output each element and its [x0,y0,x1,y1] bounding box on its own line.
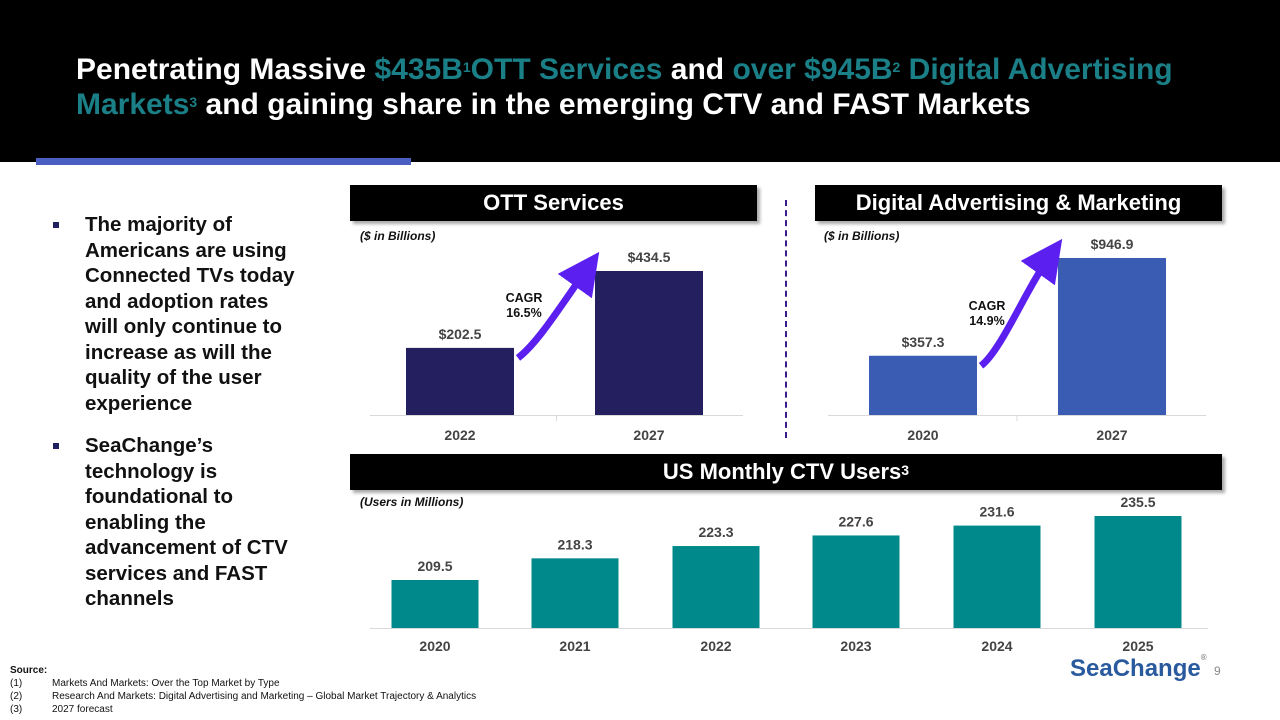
ott-unit-label: ($ in Billions) [360,229,436,243]
page-title: Penetrating Massive $435B1OTT Services a… [76,53,1173,121]
bullet-item: The majority of Americans are using Conn… [50,212,300,416]
chart-2-bar-2022 [672,546,760,628]
chart-1-category-label-2020: 2020 [907,427,938,443]
source-notes: Source: (1) Markets And Markets: Over the… [10,665,477,715]
chart-2-data-label-2022: 223.3 [698,524,733,540]
chart-1-cagr-value: 14.9% [969,314,1004,328]
panel-divider [785,200,787,438]
seachange-logo: SeaChange® [1070,653,1207,682]
digital-unit-label: ($ in Billions) [824,229,900,243]
bullet-square-icon [53,222,59,228]
chart-2-bar-2021 [531,558,619,628]
chart-2-category-label-2024: 2024 [981,638,1012,654]
ctv-unit-label: (Users in Millions) [360,495,464,509]
chart-2-data-label-2021: 218.3 [557,536,592,552]
accent-bar [36,158,411,165]
chart-2-data-label-2023: 227.6 [838,513,873,529]
bullet-square-icon [53,443,59,449]
chart-0-cagr-value: 16.5% [506,306,541,320]
chart-0-category-label-2027: 2027 [633,427,664,443]
bullet-list: The majority of Americans are using Conn… [50,212,300,629]
chart-2-data-label-2025: 235.5 [1120,494,1155,510]
chart-1-data-label-2020: $357.3 [902,334,945,350]
chart-1-cagr-arrow [978,238,1063,369]
chart-2-data-label-2024: 231.6 [979,504,1014,520]
chart-0-cagr-arrow [515,251,600,361]
chart-0-data-label-2022: $202.5 [439,326,482,342]
chart-1-data-label-2027: $946.9 [1091,236,1134,252]
header-band [0,0,1280,162]
chart-2-category-label-2022: 2022 [700,638,731,654]
chart-0-data-label-2027: $434.5 [628,249,671,265]
chart-0-bar-2027 [595,271,703,415]
chart-2-bar-2023 [812,535,900,628]
chart-0-cagr-label: CAGR [506,291,543,305]
chart-2-bar-2020 [391,580,479,628]
bullet-item: SeaChange’s technology is foundational t… [50,433,300,612]
ctv-panel-title: US Monthly CTV Users3 [350,454,1222,490]
chart-2-category-label-2020: 2020 [419,638,450,654]
chart-0-bar-2022 [406,347,514,415]
chart-1-bar-2027 [1058,258,1166,415]
page-number: 9 [1214,664,1221,678]
chart-2-data-label-2020: 209.5 [417,558,452,574]
chart-2-bar-2025 [1094,516,1182,628]
digital-panel-title: Digital Advertising & Marketing [815,185,1222,221]
ott-panel-title: OTT Services [350,185,757,221]
chart-1-cagr-label: CAGR [969,299,1006,313]
chart-2-category-label-2025: 2025 [1122,638,1153,654]
chart-0-category-label-2022: 2022 [444,427,475,443]
chart-2-category-label-2023: 2023 [840,638,871,654]
chart-1-bar-2020 [869,355,977,415]
chart-2-bar-2024 [953,525,1041,628]
chart-2-category-label-2021: 2021 [559,638,590,654]
chart-1-category-label-2027: 2027 [1096,427,1127,443]
